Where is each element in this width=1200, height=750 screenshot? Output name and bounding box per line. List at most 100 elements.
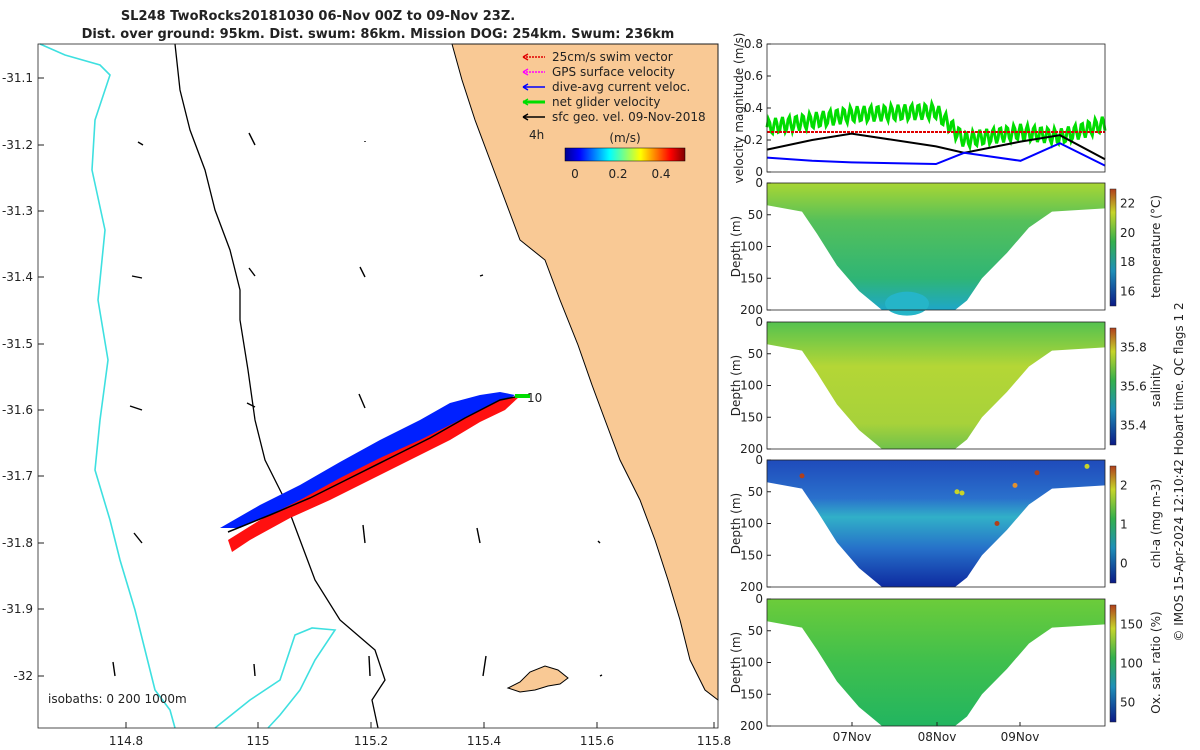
- section-panel: 0 50 100 150 200 Depth (m) 16 18 20 22 temperature…: [729, 176, 1163, 317]
- depth-tick-label: 200: [740, 580, 763, 594]
- depth-tick-label: 50: [748, 347, 763, 361]
- series-line: [765, 98, 1107, 153]
- depth-tick-label: 100: [740, 656, 763, 670]
- series-line: [766, 132, 1106, 161]
- section-colorbar: [1109, 188, 1117, 307]
- series-line: [766, 142, 1106, 167]
- velocity-tick-label: 0.6: [744, 69, 763, 83]
- legend-arrowhead: [522, 113, 529, 121]
- depth-tick-label: 0: [755, 176, 763, 190]
- depth-tick-label: 150: [740, 687, 763, 701]
- legend-label: dive-avg current veloc.: [552, 80, 690, 94]
- colorbar-tick-label: 50: [1120, 696, 1135, 710]
- velocity-tick-label: 0.4: [744, 101, 763, 115]
- colorbar-tick-label: 35.8: [1120, 341, 1147, 355]
- lat-tick-label: -31.5: [2, 337, 33, 351]
- depth-axis-label: Depth (m): [729, 493, 743, 554]
- chlorophyll-spot: [994, 521, 1000, 526]
- velocity-ylabel: velocity magnitude (m/s): [732, 33, 746, 184]
- colorbar-tick-label: 100: [1120, 657, 1143, 671]
- colorbar-tick-label: 0: [1120, 557, 1128, 571]
- colorbar-tick-label: 35.4: [1120, 419, 1147, 433]
- depth-tick-label: 0: [755, 315, 763, 329]
- colorbar-tick-label: 35.6: [1120, 380, 1147, 394]
- lon-tick-label: 115.2: [354, 734, 388, 748]
- section-filled-area: [767, 183, 1105, 310]
- chlorophyll-spot: [1034, 470, 1040, 476]
- map-frame: [37, 43, 719, 729]
- section-colorbar: [1109, 604, 1117, 723]
- velocity-tick-label: 0.8: [744, 37, 763, 51]
- chlorophyll-spot: [954, 489, 960, 495]
- velocity-tick-label: 0.2: [744, 133, 763, 147]
- legend-label: net glider velocity: [552, 95, 660, 109]
- lat-tick-label: -31.1: [2, 71, 33, 85]
- isobath-1000: [39, 43, 176, 729]
- isobath-1000-south: [214, 627, 337, 729]
- depth-tick-label: 150: [740, 410, 763, 424]
- coastline-land: [451, 43, 719, 702]
- cool-water-patch: [885, 291, 929, 316]
- section-colorbar: [1109, 465, 1117, 584]
- lon-tick-label: 115.8: [697, 734, 731, 748]
- speed-colorbar: [564, 147, 686, 162]
- legend-interval: 4h: [529, 128, 544, 142]
- colorbar-label: temperature (°C): [1149, 195, 1163, 298]
- depth-tick-label: 100: [740, 517, 763, 531]
- legend-arrowhead: [522, 83, 529, 91]
- legend-arrowhead: [522, 68, 529, 76]
- date-tick-label: 09Nov: [1001, 730, 1040, 744]
- depth-tick-label: 100: [740, 379, 763, 393]
- depth-tick-label: 50: [748, 208, 763, 222]
- depth-tick-label: 150: [740, 271, 763, 285]
- lat-tick-label: -31.8: [2, 536, 33, 550]
- colorbar-tick-label: 1: [1120, 518, 1128, 532]
- isobath-200: [174, 43, 386, 729]
- colorbar-tick-label: 2: [1120, 479, 1128, 493]
- depth-tick-label: 100: [740, 240, 763, 254]
- lat-tick-label: -31.9: [2, 602, 33, 616]
- depth-tick-label: 200: [740, 303, 763, 317]
- legend-label: sfc geo. vel. 09-Nov-2018: [552, 110, 706, 124]
- colorbar-label: salinity: [1149, 364, 1163, 407]
- lat-tick-label: -31.2: [2, 138, 33, 152]
- colorbar-tick-label: 18: [1120, 255, 1135, 269]
- legend-label: GPS surface velocity: [552, 65, 675, 79]
- depth-tick-label: 200: [740, 719, 763, 733]
- island: [506, 665, 569, 693]
- date-tick-label: 08Nov: [918, 730, 957, 744]
- colorbar-unit: (m/s): [609, 131, 640, 145]
- depth-tick-label: 50: [748, 624, 763, 638]
- colorbar-tick-label: 0: [571, 167, 579, 181]
- legend-label: 25cm/s swim vector: [552, 50, 673, 64]
- colorbar-tick-label: 0.4: [651, 167, 670, 181]
- lon-tick-label: 115: [247, 734, 270, 748]
- imos-credit: © IMOS 15-Apr-2024 12:10:42 Hobart time.…: [1172, 302, 1186, 641]
- lat-tick-label: -31.7: [2, 469, 33, 483]
- velocity-plot-area: [767, 44, 1105, 172]
- depth-axis-label: Depth (m): [729, 355, 743, 416]
- velocity-panel: 0 0.2 0.4 0.6 0.8 velocity magnitude (m/s): [732, 33, 1107, 184]
- colorbar-tick-label: 22: [1120, 197, 1135, 211]
- colorbar-tick-label: 20: [1120, 226, 1135, 240]
- surface-velocity-arrows: [112, 132, 603, 677]
- depth-axis-label: Depth (m): [729, 216, 743, 277]
- lat-tick-label: -31.3: [2, 204, 33, 218]
- colorbar-tick-label: 150: [1120, 618, 1143, 632]
- depth-axis-label: Depth (m): [729, 632, 743, 693]
- lon-tick-label: 114.8: [109, 734, 143, 748]
- depth-tick-label: 0: [755, 453, 763, 467]
- chlorophyll-spot: [959, 490, 965, 496]
- colorbar-label: chl-a (mg m-3): [1149, 479, 1163, 568]
- section-colorbar: [1109, 327, 1117, 446]
- depth-tick-label: 150: [740, 548, 763, 562]
- lat-tick-label: -31.6: [2, 403, 33, 417]
- velocity-tick-label: 0: [755, 165, 763, 179]
- chlorophyll-spot: [1084, 463, 1090, 469]
- section-filled-area: [767, 322, 1105, 449]
- section-filled-area: [767, 460, 1105, 587]
- date-tick-label: 07Nov: [833, 730, 872, 744]
